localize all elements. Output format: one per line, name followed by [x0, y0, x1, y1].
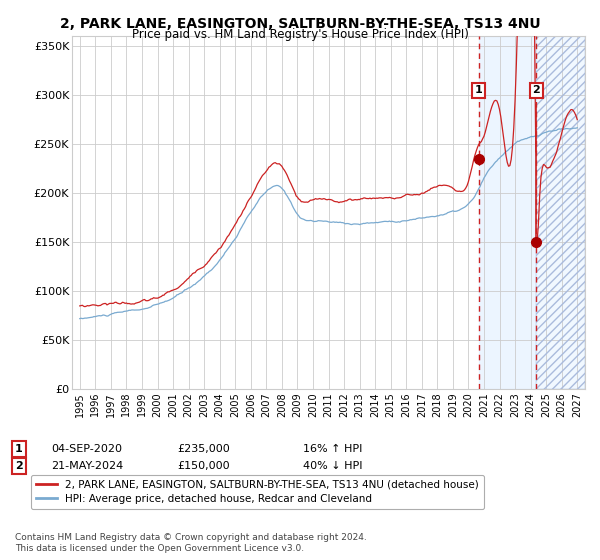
Text: 2: 2	[533, 85, 541, 95]
Bar	[536, 36, 585, 389]
Text: 40% ↓ HPI: 40% ↓ HPI	[303, 461, 362, 471]
Text: 1: 1	[15, 444, 23, 454]
Text: 1: 1	[475, 85, 482, 95]
Text: 2, PARK LANE, EASINGTON, SALTBURN-BY-THE-SEA, TS13 4NU: 2, PARK LANE, EASINGTON, SALTBURN-BY-THE…	[59, 17, 541, 31]
Text: 04-SEP-2020: 04-SEP-2020	[51, 444, 122, 454]
Text: £150,000: £150,000	[177, 461, 230, 471]
Text: 21-MAY-2024: 21-MAY-2024	[51, 461, 123, 471]
Bar	[536, 36, 585, 389]
Bar	[479, 36, 536, 389]
Legend: 2, PARK LANE, EASINGTON, SALTBURN-BY-THE-SEA, TS13 4NU (detached house), HPI: Av: 2, PARK LANE, EASINGTON, SALTBURN-BY-THE…	[31, 475, 484, 509]
Text: 16% ↑ HPI: 16% ↑ HPI	[303, 444, 362, 454]
Text: Price paid vs. HM Land Registry's House Price Index (HPI): Price paid vs. HM Land Registry's House …	[131, 28, 469, 41]
Text: £235,000: £235,000	[177, 444, 230, 454]
Text: Contains HM Land Registry data © Crown copyright and database right 2024.
This d: Contains HM Land Registry data © Crown c…	[15, 533, 367, 553]
Text: 2: 2	[15, 461, 23, 471]
